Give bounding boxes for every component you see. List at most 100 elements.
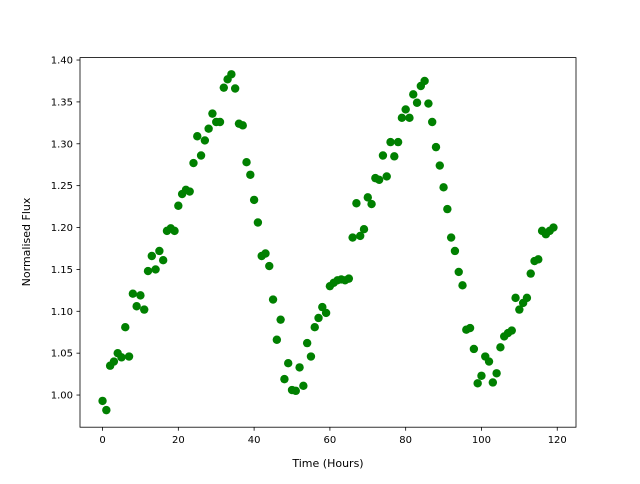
x-tick-label: 40 [248,435,261,446]
y-tick-label: 1.20 [51,223,73,234]
point [310,322,319,332]
point [170,226,179,236]
point [435,161,444,170]
point [344,274,354,283]
point [249,195,259,205]
point [348,233,357,242]
point [208,109,217,118]
point [219,83,228,92]
point [295,363,304,372]
point [185,187,194,196]
point [215,117,225,127]
point [374,175,384,184]
point [431,142,441,152]
point [242,158,251,167]
point [390,152,399,161]
point [454,267,463,277]
point [443,204,452,214]
point [314,313,323,323]
point [469,344,479,354]
point [549,223,558,232]
point [405,113,414,123]
point [321,308,331,318]
point [458,281,467,290]
point [465,323,475,333]
point [155,246,164,256]
x-tick-label: 80 [399,435,412,446]
point [121,322,130,332]
point [492,369,501,378]
point [143,266,153,276]
x-tick-label: 120 [548,435,567,446]
y-tick-label: 1.00 [51,391,73,402]
point [393,137,403,147]
point [424,99,433,108]
y-tick-label: 1.10 [51,307,73,318]
point [253,218,263,227]
x-axis-label: Time (Hours) [291,457,363,470]
point [284,359,293,368]
point [128,289,138,298]
y-tick-label: 1.15 [51,265,73,276]
point [158,255,168,265]
point [124,352,134,361]
point [484,357,494,366]
point [386,137,395,147]
point [299,381,308,391]
point [522,293,532,303]
y-tick-label: 1.35 [51,97,73,108]
point [359,225,369,234]
y-tick-label: 1.30 [51,139,73,150]
point [230,84,240,93]
point [534,255,543,264]
point [280,374,289,384]
point [302,338,312,348]
point [397,113,407,123]
y-axis-label: Normalised Flux [20,197,33,286]
point [98,396,107,406]
x-tick-label: 100 [472,435,491,446]
x-tick-label: 60 [324,435,337,446]
y-tick-label: 1.40 [51,56,73,67]
point [428,117,437,127]
point [102,405,111,415]
point [291,386,300,396]
point [450,246,460,256]
point [363,193,372,202]
point [238,121,247,130]
point [132,302,141,311]
point [246,170,255,179]
point [265,261,274,271]
point [420,76,429,86]
point [382,172,391,181]
point [507,326,516,335]
point [477,371,486,380]
point [439,183,448,192]
plot-frame [79,57,577,428]
point [511,293,520,303]
x-tick-label: 20 [172,435,185,446]
point [276,315,285,324]
point [446,233,456,242]
x-tick-label: 0 [99,435,105,446]
point [174,201,183,210]
point [227,70,236,79]
point [136,291,145,300]
point [409,90,418,99]
point [140,305,149,314]
point [412,98,422,107]
point [109,357,119,366]
point [193,132,202,141]
y-tick-label: 1.25 [51,181,73,192]
point [306,352,316,361]
point [204,124,213,133]
point [367,199,376,209]
point [117,353,126,362]
point [526,269,535,278]
point [356,231,365,241]
point [151,265,160,274]
point [488,378,498,387]
point [200,136,210,145]
